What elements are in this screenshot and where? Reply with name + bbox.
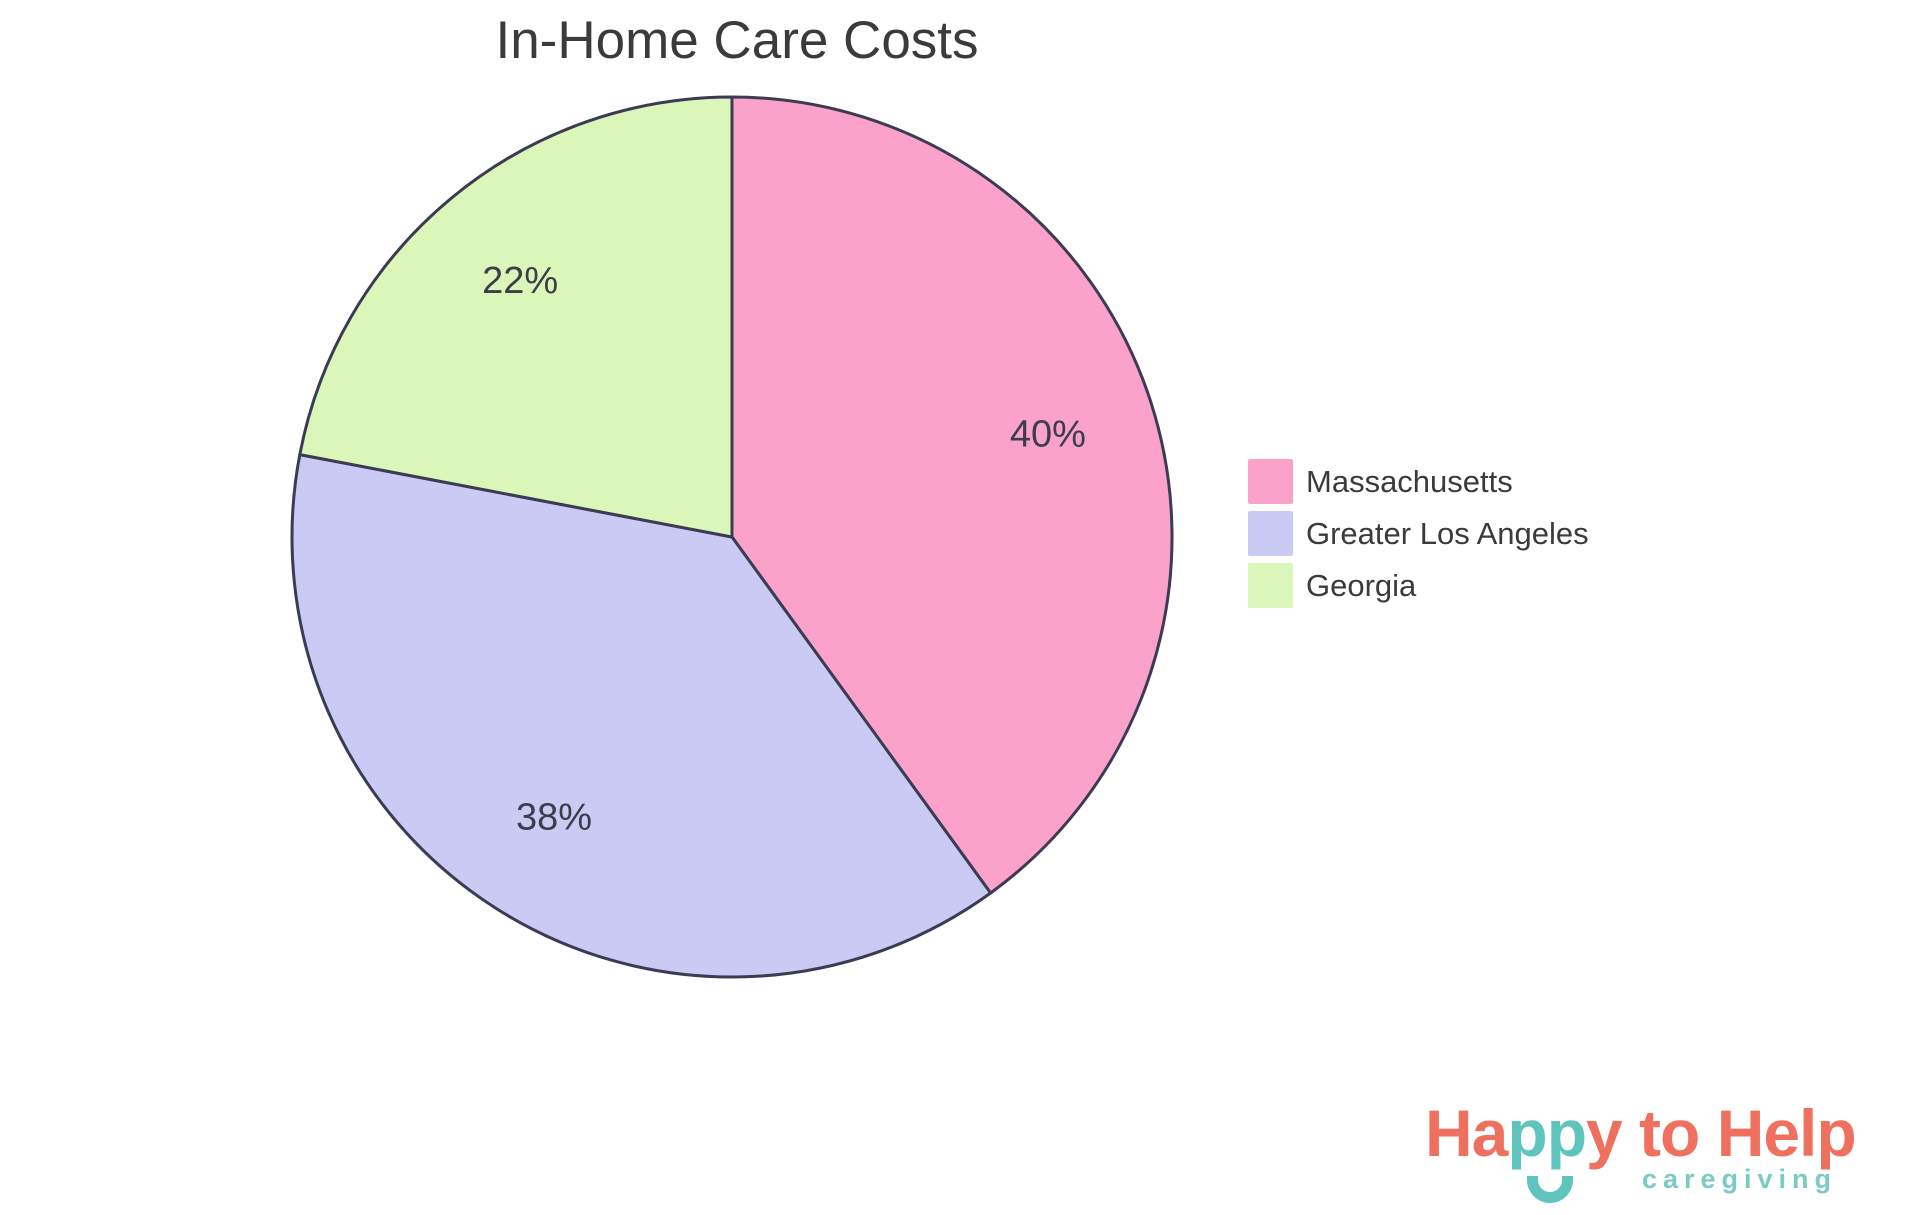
chart-title: In-Home Care Costs <box>495 11 979 70</box>
happy-to-help-logo: Happy to Help caregiving <box>1425 1100 1875 1212</box>
legend-item: Greater Los Angeles <box>1248 511 1589 556</box>
legend-swatch-georgia <box>1248 563 1293 608</box>
legend-swatch-greater-los-angeles <box>1248 511 1293 556</box>
legend-swatch-massachusetts <box>1248 459 1293 504</box>
legend-label: Greater Los Angeles <box>1306 515 1589 551</box>
pie-slice-massachusetts <box>730 95 1174 895</box>
logo-text-part: y to Help <box>1586 1096 1857 1170</box>
logo-text-part: Ha <box>1425 1096 1508 1170</box>
logo-wordmark: Happy to Help <box>1425 1100 1857 1166</box>
pie-chart: 40% 38% 22% <box>290 95 1174 979</box>
slice-percent-label: 38% <box>516 797 592 839</box>
pie-slice-greater-los-angeles <box>290 453 993 979</box>
pie-slice-georgia <box>298 95 734 539</box>
slice-percent-label: 22% <box>482 260 558 302</box>
slice-percent-label: 40% <box>1010 413 1086 455</box>
logo-tagline: caregiving <box>1641 1164 1837 1194</box>
legend: Massachusetts Greater Los Angeles Georgi… <box>1248 459 1589 615</box>
legend-label: Georgia <box>1306 567 1417 603</box>
legend-item: Massachusetts <box>1248 459 1589 504</box>
legend-label: Massachusetts <box>1306 463 1513 499</box>
legend-item: Georgia <box>1248 563 1589 608</box>
logo-text-part: pp <box>1507 1096 1587 1170</box>
smile-icon <box>1527 1176 1573 1203</box>
